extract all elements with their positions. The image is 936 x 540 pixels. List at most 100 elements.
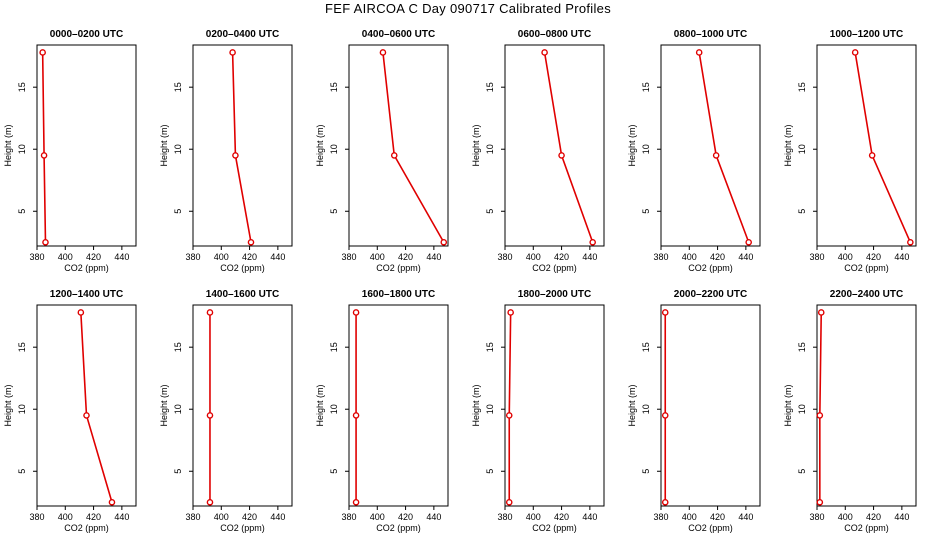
- x-tick-label: 380: [341, 252, 356, 262]
- x-tick-label: 440: [894, 252, 909, 262]
- y-axis-label: Height (m): [627, 384, 637, 426]
- chart-panel-11: 2000–2200 UTC 380 400 420 440 5 10 15 CO2 (ppm) H…: [627, 289, 761, 533]
- chart-panel-8: 1400–1600 UTC 380 400 420 440 5 10 15 CO2 (ppm) H…: [159, 289, 293, 533]
- data-point: [83, 412, 90, 419]
- y-axis-label: Height (m): [627, 124, 637, 166]
- x-tick-label: 420: [86, 512, 101, 522]
- x-axis-label: CO2 (ppm): [376, 263, 421, 273]
- y-tick-label: 10: [329, 144, 339, 154]
- data-point: [505, 412, 513, 419]
- y-axis-label: Height (m): [3, 124, 13, 166]
- panel-title: 1400–1600 UTC: [206, 289, 279, 300]
- series-line: [231, 52, 252, 243]
- plot-frame: [192, 44, 293, 247]
- x-tick-label: 400: [526, 512, 541, 522]
- chart-panel-12: 2200–2400 UTC 380 400 420 440 5 10 15 CO2 (ppm) H…: [783, 289, 917, 533]
- y-tick-label: 15: [797, 82, 807, 92]
- chart-panel-2: 0200–0400 UTC 380 400 420 440 5 10 15 CO2 (ppm) H…: [159, 29, 293, 273]
- chart-panel-10: 1800–2000 UTC 380 400 420 440 5 10 15 CO2 (ppm) H…: [471, 289, 605, 533]
- y-axis-label: Height (m): [159, 384, 169, 426]
- data-point: [851, 49, 859, 56]
- y-tick-label: 5: [797, 469, 807, 474]
- x-tick-label: 440: [894, 512, 909, 522]
- x-tick-label: 380: [653, 512, 668, 522]
- x-tick-label: 400: [370, 252, 385, 262]
- x-tick-label: 440: [114, 512, 129, 522]
- x-tick-label: 380: [497, 512, 512, 522]
- data-point: [390, 152, 398, 159]
- x-tick-label: 420: [710, 252, 725, 262]
- x-tick-label: 400: [214, 252, 229, 262]
- page-title: FEF AIRCOA C Day 090717 Calibrated Profi…: [324, 1, 612, 16]
- data-point: [868, 152, 876, 159]
- x-tick-label: 380: [497, 252, 512, 262]
- data-point: [541, 49, 548, 56]
- data-point: [39, 49, 46, 56]
- y-tick-label: 15: [173, 82, 183, 92]
- plot-frame: [348, 304, 449, 507]
- y-axis-label: Height (m): [471, 124, 481, 166]
- y-tick-label: 10: [329, 404, 339, 414]
- series-line: [508, 312, 512, 503]
- x-tick-label: 400: [214, 512, 229, 522]
- data-point: [505, 498, 513, 506]
- x-axis-label: CO2 (ppm): [844, 263, 889, 273]
- y-tick-label: 15: [641, 342, 651, 352]
- data-point: [352, 412, 360, 419]
- chart-panel-9: 1600–1800 UTC 380 400 420 440 5 10 15 CO2 (ppm) H…: [315, 289, 449, 533]
- panel-title: 1000–1200 UTC: [830, 29, 903, 40]
- plot-frame: [816, 304, 917, 507]
- data-point: [745, 238, 752, 246]
- x-axis-label: CO2 (ppm): [376, 523, 421, 533]
- x-axis-label: CO2 (ppm): [688, 523, 733, 533]
- y-axis-label: Height (m): [783, 384, 793, 426]
- chart-panel-1: 0000–0200 UTC 380 400 420 440 5 10 15 CO2 (ppm) H…: [3, 29, 137, 273]
- x-tick-label: 420: [398, 512, 413, 522]
- y-tick-label: 15: [485, 82, 495, 92]
- chart-panel-3: 0400–0600 UTC 380 400 420 440 5 10 15 CO2 (ppm) H…: [315, 29, 449, 273]
- y-tick-label: 10: [797, 404, 807, 414]
- x-tick-label: 400: [526, 252, 541, 262]
- x-tick-label: 420: [554, 512, 569, 522]
- plot-frame: [504, 304, 605, 507]
- x-tick-label: 420: [86, 252, 101, 262]
- series-line: [698, 52, 750, 243]
- y-tick-label: 10: [173, 144, 183, 154]
- data-point: [816, 498, 824, 506]
- y-tick-label: 10: [173, 404, 183, 414]
- data-point: [40, 152, 48, 159]
- y-axis-label: Height (m): [159, 124, 169, 166]
- x-axis-label: CO2 (ppm): [64, 523, 109, 533]
- plot-frame: [36, 44, 137, 247]
- panel-title: 2200–2400 UTC: [830, 289, 903, 300]
- y-tick-label: 10: [641, 144, 651, 154]
- x-tick-label: 380: [185, 252, 200, 262]
- data-point: [77, 309, 85, 316]
- data-point: [507, 309, 514, 316]
- panel-title: 1200–1400 UTC: [50, 289, 123, 300]
- y-tick-label: 10: [485, 404, 495, 414]
- y-tick-label: 10: [17, 404, 27, 414]
- data-point: [712, 152, 720, 159]
- y-tick-label: 15: [485, 342, 495, 352]
- panel-title: 0000–0200 UTC: [50, 29, 123, 40]
- data-point: [661, 309, 669, 316]
- x-tick-label: 440: [738, 252, 753, 262]
- data-point: [206, 309, 214, 316]
- x-tick-label: 400: [682, 512, 697, 522]
- panel-title: 0400–0600 UTC: [362, 29, 435, 40]
- y-axis-label: Height (m): [315, 384, 325, 426]
- y-tick-label: 15: [17, 82, 27, 92]
- x-tick-label: 420: [866, 252, 881, 262]
- series-line: [41, 52, 47, 243]
- x-axis-label: CO2 (ppm): [688, 263, 733, 273]
- x-tick-label: 420: [242, 252, 257, 262]
- y-tick-label: 5: [173, 209, 183, 214]
- x-tick-label: 380: [341, 512, 356, 522]
- x-tick-label: 420: [710, 512, 725, 522]
- y-tick-label: 5: [17, 209, 27, 214]
- x-tick-label: 420: [398, 252, 413, 262]
- x-axis-label: CO2 (ppm): [532, 263, 577, 273]
- y-axis-label: Height (m): [783, 124, 793, 166]
